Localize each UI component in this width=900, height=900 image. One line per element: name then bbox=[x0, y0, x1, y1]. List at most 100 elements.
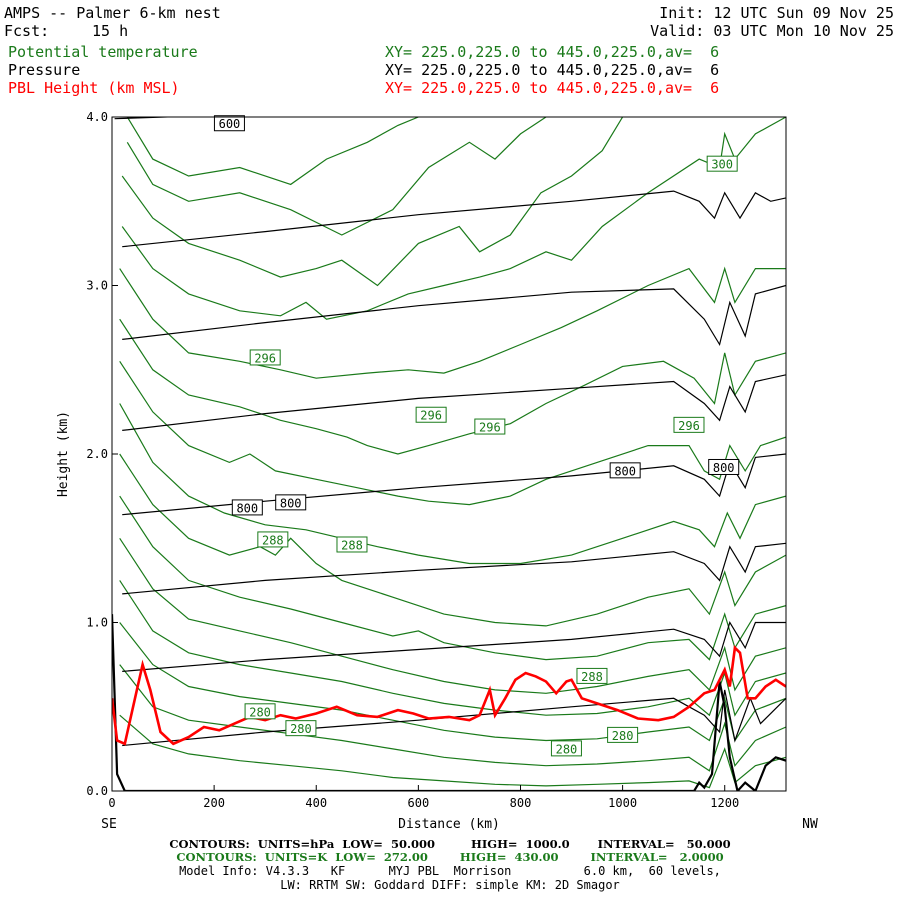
theta-contour-8 bbox=[119, 453, 786, 627]
contour-label-box bbox=[576, 667, 608, 684]
field-xy-pressure: XY= 225.0,225.0 to 445.0,225.0,av= 6 bbox=[385, 61, 720, 79]
contour-label-box bbox=[706, 155, 738, 172]
contour-label-16: 280 bbox=[550, 740, 582, 757]
contour-label-box bbox=[336, 536, 368, 553]
contour-label-5: 296 bbox=[673, 416, 705, 433]
contour-label-12: 288 bbox=[576, 667, 608, 684]
field-name-pbl: PBL Height (km MSL) bbox=[8, 79, 180, 97]
field-name-theta: Potential temperature bbox=[8, 43, 198, 61]
theta-contour-9 bbox=[119, 495, 786, 661]
pressure-contour-3 bbox=[122, 374, 786, 431]
pressure-contours bbox=[114, 117, 786, 747]
se-direction-label: SE bbox=[101, 817, 117, 832]
contour-label-2: 296 bbox=[249, 349, 281, 366]
y-tick-label: 3.0 bbox=[86, 279, 108, 293]
pressure-contour-5 bbox=[122, 542, 786, 595]
pressure-contour-7 bbox=[122, 689, 786, 747]
theta-contour-3 bbox=[121, 117, 786, 320]
x-tick-label: 600 bbox=[408, 796, 430, 810]
model-title: AMPS -- Palmer 6-km nest bbox=[4, 4, 221, 22]
contour-label-10: 288 bbox=[257, 531, 289, 548]
contour-label-box bbox=[249, 349, 281, 366]
contour-label-text: 300 bbox=[711, 158, 733, 172]
field-name-pressure: Pressure bbox=[8, 61, 81, 79]
forecast-label: Fcst: bbox=[4, 22, 50, 40]
contour-label-text: 296 bbox=[678, 419, 700, 433]
contour-label-text: 288 bbox=[262, 533, 284, 547]
contour-label-box bbox=[257, 531, 289, 548]
theta-contour-10 bbox=[119, 537, 786, 694]
contour-label-text: 800 bbox=[713, 461, 735, 475]
pbl-height-line bbox=[112, 645, 786, 746]
contour-label-box bbox=[231, 499, 263, 516]
contour-label-text: 280 bbox=[612, 729, 634, 743]
contour-label-text: 800 bbox=[614, 464, 636, 478]
contour-label-13: 280 bbox=[244, 703, 276, 720]
contour-label-box bbox=[474, 418, 506, 435]
terrain-outline bbox=[112, 614, 786, 791]
contour-label-text: 288 bbox=[581, 670, 603, 684]
contour-label-box bbox=[415, 406, 447, 423]
pressure-contour-1 bbox=[122, 190, 786, 248]
theta-contour-7 bbox=[119, 403, 786, 565]
footer-theta-contours: CONTOURS: UNITS=K LOW= 272.00 HIGH= 430.… bbox=[176, 850, 724, 864]
theta-contour-2 bbox=[121, 117, 624, 287]
nw-direction-label: NW bbox=[802, 817, 818, 832]
y-tick-label: 2.0 bbox=[86, 447, 108, 461]
potential-temperature-contours bbox=[119, 117, 786, 789]
contour-label-box bbox=[285, 720, 317, 737]
axes: 0 200 400 600 800 1000 1200 0.0 1.0 2.0 3.0 4.0 Dist… bbox=[56, 110, 818, 832]
pressure-contour-4 bbox=[122, 453, 786, 516]
contour-label-box bbox=[708, 458, 740, 475]
contour-label-box bbox=[673, 416, 705, 433]
contour-label-text: 288 bbox=[341, 538, 363, 552]
contour-labels: 600 300 296 296 296 296 800 800 800 800 288 288 288 2… bbox=[213, 115, 740, 757]
y-tick-label: 0.0 bbox=[86, 784, 108, 798]
contour-label-box bbox=[244, 703, 276, 720]
contour-label-text: 296 bbox=[479, 421, 501, 435]
y-axis-label: Height (km) bbox=[56, 411, 71, 497]
contour-label-4: 296 bbox=[474, 418, 506, 435]
contour-label-text: 296 bbox=[254, 351, 276, 365]
x-tick-label: 1200 bbox=[710, 796, 739, 810]
theta-contour-14 bbox=[119, 714, 786, 789]
theta-contour-4 bbox=[119, 266, 786, 379]
x-tick-label: 200 bbox=[203, 796, 225, 810]
field-xy-theta: XY= 225.0,225.0 to 445.0,225.0,av= 6 bbox=[385, 43, 720, 61]
pbl-height-series bbox=[112, 645, 786, 746]
contour-label-text: 800 bbox=[236, 501, 258, 515]
contour-label-0: 600 bbox=[213, 115, 245, 131]
contour-label-box bbox=[607, 726, 639, 743]
x-tick-label: 800 bbox=[510, 796, 532, 810]
contour-label-8: 800 bbox=[231, 499, 263, 516]
pressure-contour-2 bbox=[122, 284, 786, 347]
x-tick-label: 400 bbox=[305, 796, 327, 810]
contour-label-14: 280 bbox=[285, 720, 317, 737]
contour-label-text: 296 bbox=[420, 409, 442, 423]
contour-label-text: 600 bbox=[219, 117, 241, 131]
y-tick-label: 1.0 bbox=[86, 616, 108, 630]
contour-label-15: 280 bbox=[607, 726, 639, 743]
x-axis-label: Distance (km) bbox=[398, 817, 500, 832]
theta-contour-6 bbox=[119, 360, 786, 506]
contour-label-text: 280 bbox=[556, 742, 578, 756]
plot-frame bbox=[111, 116, 787, 792]
contour-label-box bbox=[275, 494, 307, 511]
contour-label-7: 800 bbox=[708, 458, 740, 475]
theta-contour-5 bbox=[119, 318, 786, 455]
contour-label-3: 296 bbox=[415, 406, 447, 423]
theta-contour-12 bbox=[119, 622, 786, 742]
contour-label-text: 280 bbox=[249, 705, 271, 719]
terrain-line bbox=[112, 614, 786, 791]
contour-label-box bbox=[550, 740, 582, 757]
contour-label-6: 800 bbox=[609, 462, 641, 479]
init-time: Init: 12 UTC Sun 09 Nov 25 bbox=[659, 4, 894, 22]
contour-label-9: 800 bbox=[275, 494, 307, 511]
x-tick-label: 1000 bbox=[608, 796, 637, 810]
contour-label-11: 288 bbox=[336, 536, 368, 553]
y-tick-label: 4.0 bbox=[86, 110, 108, 124]
forecast-value: 15 h bbox=[92, 22, 129, 40]
field-xy-pbl: XY= 225.0,225.0 to 445.0,225.0,av= 6 bbox=[385, 79, 720, 97]
contour-label-text: 800 bbox=[280, 496, 302, 510]
valid-time: Valid: 03 UTC Mon 10 Nov 25 bbox=[650, 22, 894, 40]
